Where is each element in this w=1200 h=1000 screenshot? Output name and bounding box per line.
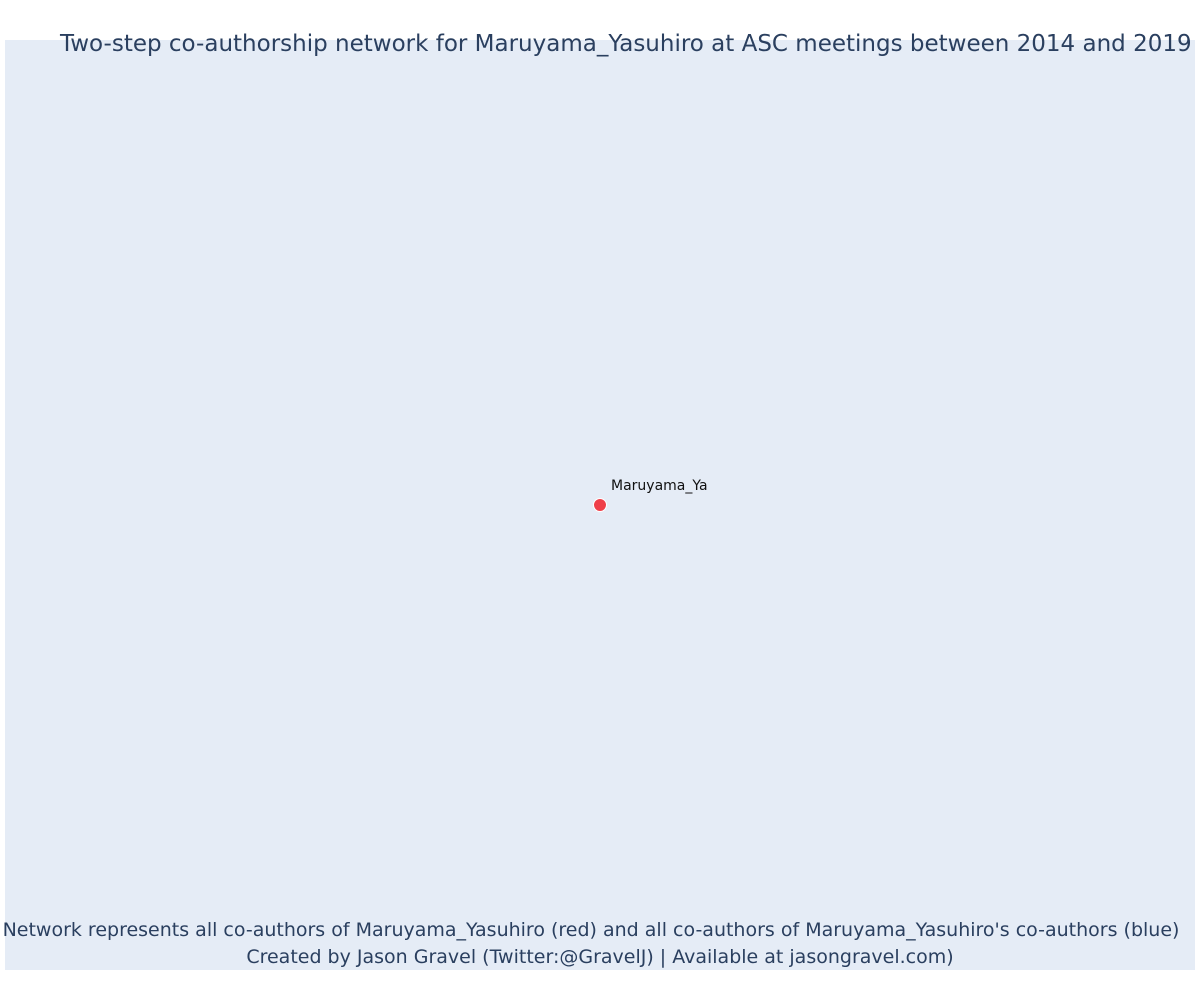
figure-caption: Network represents all co-authors of Mar… bbox=[3, 917, 1195, 971]
chart-title: Two-step co-authorship network for Maruy… bbox=[60, 31, 1192, 57]
caption-line-1: Network represents all co-authors of Mar… bbox=[2, 919, 1180, 941]
ego-node-marker[interactable] bbox=[593, 498, 607, 512]
caption-line-2: Created by Jason Gravel (Twitter:@Gravel… bbox=[246, 946, 954, 968]
ego-node-label: Maruyama_Ya bbox=[611, 478, 708, 494]
